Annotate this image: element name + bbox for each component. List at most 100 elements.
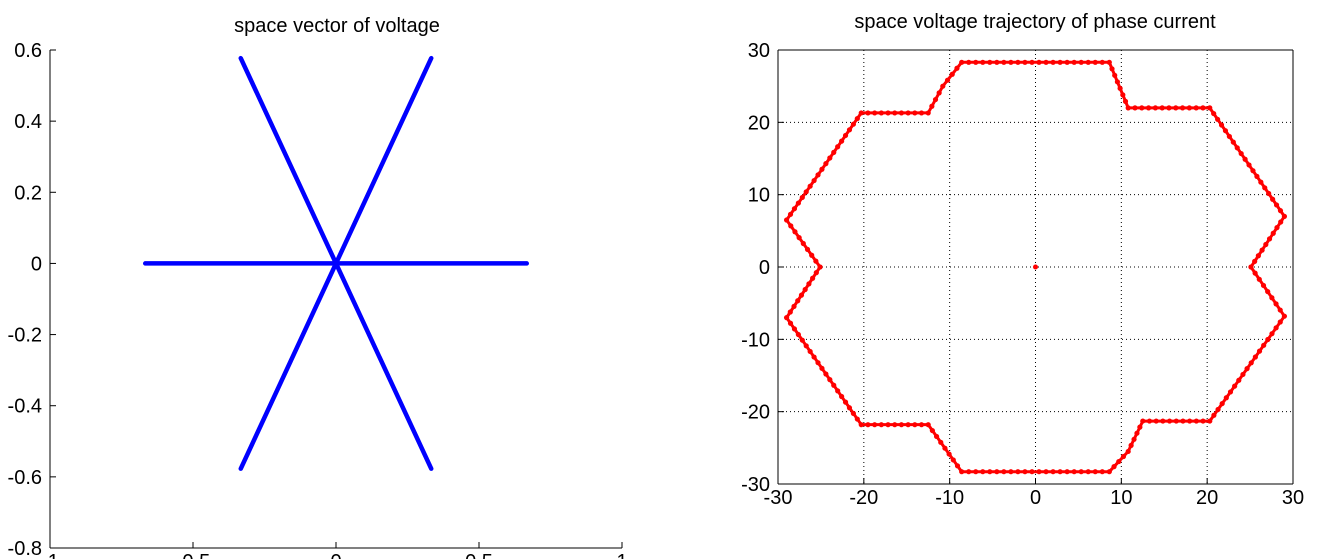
trajectory-point	[1022, 59, 1028, 65]
trajectory-point	[1218, 122, 1225, 128]
trajectory-point	[823, 371, 829, 377]
trajectory-point	[1281, 313, 1288, 319]
trajectory-point	[1215, 116, 1221, 122]
trajectory-point	[959, 469, 965, 475]
trajectory-point	[1260, 282, 1267, 289]
trajectory-point	[803, 343, 809, 349]
trajectory-point	[807, 348, 813, 355]
trajectory-point	[1166, 418, 1173, 424]
trajectory-point	[944, 77, 951, 83]
trajectory-point	[1193, 418, 1199, 424]
trajectory-point	[950, 457, 956, 463]
y-tick-label: 10	[748, 185, 770, 207]
trajectory-point	[1277, 319, 1283, 325]
trajectory-point	[1244, 366, 1250, 372]
trajectory-point	[1001, 59, 1007, 65]
trajectory-point	[1064, 59, 1070, 65]
trajectory-point	[1112, 72, 1118, 78]
trajectory-point	[1092, 469, 1098, 475]
trajectory-point	[1043, 469, 1049, 475]
trajectory-point	[1085, 59, 1091, 65]
trajectory-point	[827, 377, 833, 383]
trajectory-point	[966, 59, 972, 65]
trajectory-point	[932, 96, 939, 103]
trajectory-point	[795, 298, 801, 304]
trajectory-point	[1261, 342, 1267, 348]
trajectory-point	[795, 200, 801, 206]
trajectory-point	[994, 469, 1000, 475]
trajectory-point	[1132, 105, 1138, 111]
y-tick-label: -0.2	[8, 325, 42, 347]
trajectory-point	[1248, 360, 1254, 366]
trajectory-point	[802, 286, 808, 293]
trajectory-point	[1111, 464, 1117, 470]
trajectory-point	[858, 422, 864, 428]
trajectory-point	[1125, 448, 1131, 455]
trajectory-point	[1145, 105, 1152, 111]
trajectory-point	[1078, 469, 1084, 475]
trajectory-point	[1186, 105, 1192, 111]
trajectory-point	[892, 422, 898, 428]
x-tick-label: 10	[1110, 487, 1132, 509]
trajectory-point	[912, 422, 918, 428]
trajectory-point	[987, 59, 993, 65]
trajectory-point	[823, 161, 829, 167]
trajectory-point	[1064, 469, 1070, 475]
trajectory-point	[819, 365, 825, 371]
trajectory-point	[1227, 389, 1234, 395]
series-group	[142, 55, 530, 471]
trajectory-point	[959, 59, 965, 65]
trajectory-point	[1173, 418, 1179, 424]
trajectory-point	[938, 439, 944, 445]
trajectory-point	[1008, 59, 1014, 65]
y-tick-label: 0.6	[14, 40, 42, 62]
trajectory-point	[1274, 225, 1280, 231]
trajectory-point	[807, 183, 813, 189]
trajectory-point	[973, 469, 979, 475]
trajectory-point	[839, 393, 845, 400]
trajectory-point	[1099, 59, 1105, 65]
trajectory-point	[795, 331, 801, 338]
trajectory-point	[1092, 59, 1098, 65]
trajectory-markers	[783, 59, 1288, 475]
trajectory-point	[1106, 469, 1112, 475]
trajectory-point	[1120, 453, 1127, 460]
trajectory-point	[1036, 469, 1042, 475]
trajectory-point	[1140, 418, 1146, 424]
trajectory-point	[1122, 98, 1129, 104]
trajectory-point	[1036, 59, 1042, 65]
trajectory-point	[872, 110, 878, 116]
trajectory-point	[842, 399, 849, 405]
trajectory-point	[850, 410, 856, 417]
trajectory-point	[809, 252, 815, 258]
trajectory-point	[1106, 59, 1112, 65]
trajectory-point	[925, 110, 931, 116]
trajectory-point	[878, 422, 884, 428]
trajectory-point	[811, 354, 817, 360]
trajectory-point	[942, 445, 948, 451]
trajectory-point	[787, 211, 794, 217]
trajectory-point	[1180, 418, 1186, 424]
trajectory-point	[1266, 236, 1273, 242]
y-tick-label: 0.4	[14, 111, 42, 133]
trajectory-point	[1273, 325, 1279, 331]
trajectory-point	[1246, 162, 1252, 168]
x-tick-label: 0	[1030, 487, 1041, 509]
trajectory-point	[1248, 264, 1254, 270]
trajectory-point	[966, 469, 972, 475]
y-tick-label: 0	[759, 257, 770, 279]
trajectory-point	[842, 132, 849, 139]
trajectory-point	[788, 223, 794, 229]
trajectory-point	[865, 110, 871, 116]
trajectory-point	[1146, 418, 1153, 424]
trajectory-point	[811, 177, 817, 184]
trajectory-point	[815, 172, 821, 178]
trajectory-point	[1230, 139, 1236, 145]
trajectory-point	[973, 59, 979, 65]
chart-title: space vector of voltage	[234, 15, 440, 37]
trajectory-point	[806, 281, 812, 287]
trajectory-point	[1120, 92, 1126, 98]
y-tick-label: 30	[748, 40, 770, 62]
x-tick-label: 0	[330, 551, 341, 559]
